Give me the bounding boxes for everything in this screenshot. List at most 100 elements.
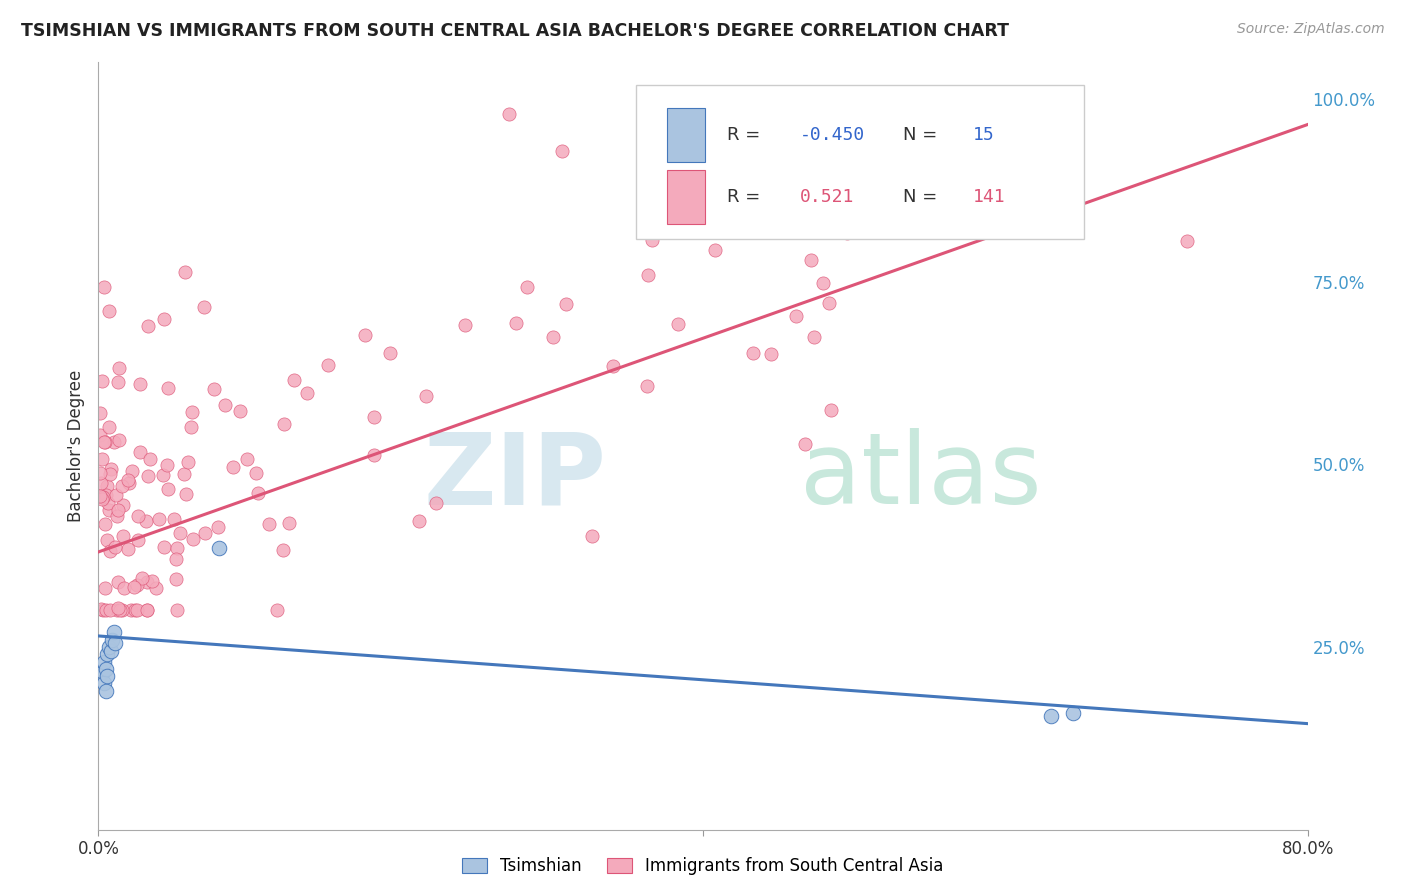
Point — [811, 276, 834, 290]
Point — [127, 533, 149, 547]
Point — [90, 452, 112, 467]
Point — [93, 655, 115, 669]
Point — [166, 552, 188, 566]
Point — [128, 376, 150, 391]
Point — [94, 662, 117, 676]
Point — [96, 603, 118, 617]
Point — [555, 297, 578, 311]
Point — [112, 499, 135, 513]
Point — [636, 378, 658, 392]
Point — [107, 376, 129, 390]
Point — [104, 540, 127, 554]
Point — [641, 233, 664, 247]
Point — [173, 265, 195, 279]
Point — [96, 533, 118, 548]
Point — [117, 473, 139, 487]
Point — [454, 318, 477, 332]
Point — [98, 640, 121, 654]
Point — [165, 572, 187, 586]
Point — [129, 445, 152, 459]
Point — [104, 636, 127, 650]
Point — [94, 435, 117, 450]
Point — [98, 544, 121, 558]
Point — [222, 460, 245, 475]
Point — [173, 467, 195, 482]
Point — [1175, 235, 1198, 249]
Point — [742, 175, 765, 189]
Point — [135, 603, 157, 617]
Point — [666, 317, 689, 331]
Point — [378, 345, 401, 359]
Point — [246, 486, 269, 500]
Point — [505, 316, 527, 330]
FancyBboxPatch shape — [637, 86, 1084, 239]
Point — [107, 601, 129, 615]
Point — [93, 280, 115, 294]
Point — [90, 476, 112, 491]
Point — [541, 330, 564, 344]
Point — [97, 495, 120, 509]
Point — [363, 448, 385, 462]
Point — [1062, 706, 1084, 720]
Point — [96, 478, 118, 492]
Point — [100, 643, 122, 657]
Point — [602, 359, 624, 373]
Text: ZIP: ZIP — [423, 428, 606, 525]
Point — [803, 330, 825, 344]
Point — [278, 516, 301, 530]
Point — [127, 603, 149, 617]
Point — [111, 529, 134, 543]
Point — [89, 407, 111, 421]
Point — [98, 603, 121, 617]
Point — [108, 434, 131, 448]
Point — [654, 202, 676, 217]
Legend: Tsimshian, Immigrants from South Central Asia: Tsimshian, Immigrants from South Central… — [454, 849, 952, 884]
Point — [415, 389, 437, 403]
Point — [94, 581, 117, 595]
Point — [91, 603, 114, 617]
Point — [194, 526, 217, 541]
Point — [103, 625, 125, 640]
Point — [259, 516, 281, 531]
Point — [837, 227, 859, 241]
Point — [266, 603, 288, 617]
Point — [104, 488, 127, 502]
Point — [94, 683, 117, 698]
Point — [114, 581, 136, 595]
Point — [157, 482, 180, 496]
Point — [581, 529, 603, 543]
Point — [98, 502, 121, 516]
Point — [245, 466, 267, 480]
Point — [785, 309, 807, 323]
Point — [108, 603, 131, 617]
Point — [703, 244, 725, 258]
Point — [118, 475, 141, 490]
Point — [98, 420, 121, 434]
Point — [214, 398, 236, 412]
Point — [551, 144, 574, 158]
Point — [208, 541, 231, 556]
Point — [139, 452, 162, 467]
Point — [91, 490, 114, 504]
Point — [98, 467, 121, 481]
Point — [354, 328, 377, 343]
Bar — [666, 109, 706, 162]
Text: TSIMSHIAN VS IMMIGRANTS FROM SOUTH CENTRAL ASIA BACHELOR'S DEGREE CORRELATION CH: TSIMSHIAN VS IMMIGRANTS FROM SOUTH CENTR… — [21, 22, 1010, 40]
Point — [98, 303, 121, 318]
Y-axis label: Bachelor's Degree: Bachelor's Degree — [66, 370, 84, 522]
Point — [177, 455, 200, 469]
Point — [127, 508, 149, 523]
Text: Source: ZipAtlas.com: Source: ZipAtlas.com — [1237, 22, 1385, 37]
Point — [156, 458, 179, 472]
Point — [96, 647, 118, 661]
Point — [141, 574, 163, 589]
Point — [741, 346, 763, 360]
Point — [1039, 709, 1062, 723]
Point — [156, 381, 179, 395]
Point — [273, 417, 295, 432]
Point — [107, 575, 129, 590]
Point — [820, 403, 842, 417]
Text: N =: N = — [903, 187, 942, 206]
Point — [193, 301, 215, 315]
Point — [363, 409, 385, 424]
